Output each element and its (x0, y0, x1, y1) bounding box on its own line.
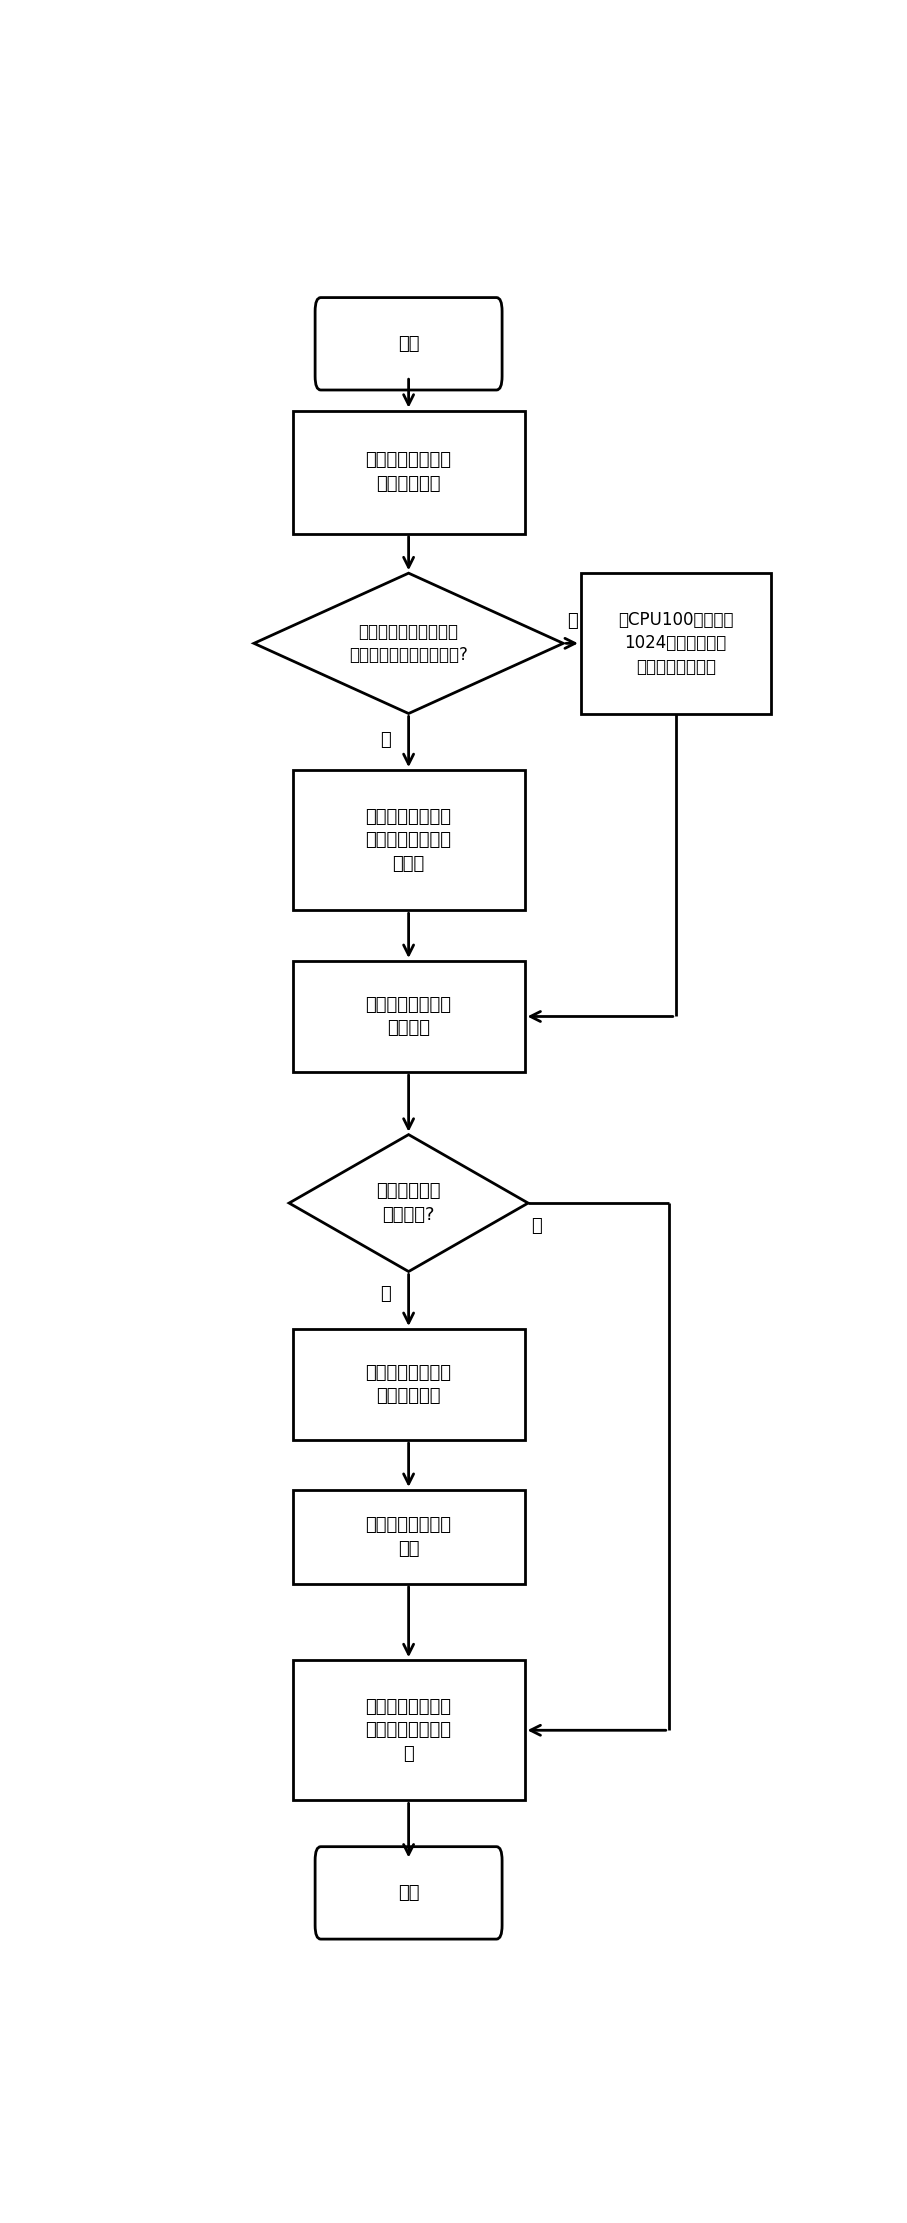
Text: 根据预设的任务排
布规则排布新增任
务: 根据预设的任务排 布规则排布新增任 务 (366, 1698, 452, 1763)
Bar (293, 1661, 524, 1801)
Text: 否: 否 (567, 611, 578, 629)
Text: 是: 是 (380, 731, 391, 749)
Text: 否: 否 (532, 1216, 542, 1234)
Text: 是: 是 (380, 1285, 391, 1303)
Polygon shape (289, 1134, 528, 1272)
Text: 获取新增训练任务
的类型、参数: 获取新增训练任务 的类型、参数 (366, 451, 452, 494)
Text: 明确需新增虚拟机
的数量与配置: 明确需新增虚拟机 的数量与配置 (366, 1363, 452, 1405)
FancyBboxPatch shape (315, 1847, 502, 1938)
Bar (293, 411, 524, 534)
Polygon shape (254, 574, 563, 714)
Bar (293, 769, 524, 911)
Text: 统计当前集群资源
供给剩余: 统计当前集群资源 供给剩余 (366, 996, 452, 1038)
FancyBboxPatch shape (315, 298, 502, 389)
Bar (293, 1329, 524, 1441)
Text: 依据历史资源需求
的平均值为新增任
务赋值: 依据历史资源需求 的平均值为新增任 务赋值 (366, 807, 452, 874)
Text: 上线新虚拟机加入
集群: 上线新虚拟机加入 集群 (366, 1516, 452, 1558)
Text: 是否需要派生
新的资源?: 是否需要派生 新的资源? (376, 1183, 441, 1225)
Text: 开始: 开始 (398, 336, 419, 353)
Text: 查询数据库，是否存在
新增任务的资源需求记录?: 查询数据库，是否存在 新增任务的资源需求记录? (349, 622, 468, 665)
Bar (293, 1489, 524, 1585)
Bar (293, 960, 524, 1071)
Text: 按CPU100点，内存
1024点为新增任务
赋资源需求初始值: 按CPU100点，内存 1024点为新增任务 赋资源需求初始值 (618, 611, 734, 676)
Text: 结束: 结束 (398, 1883, 419, 1903)
Bar (580, 574, 771, 714)
